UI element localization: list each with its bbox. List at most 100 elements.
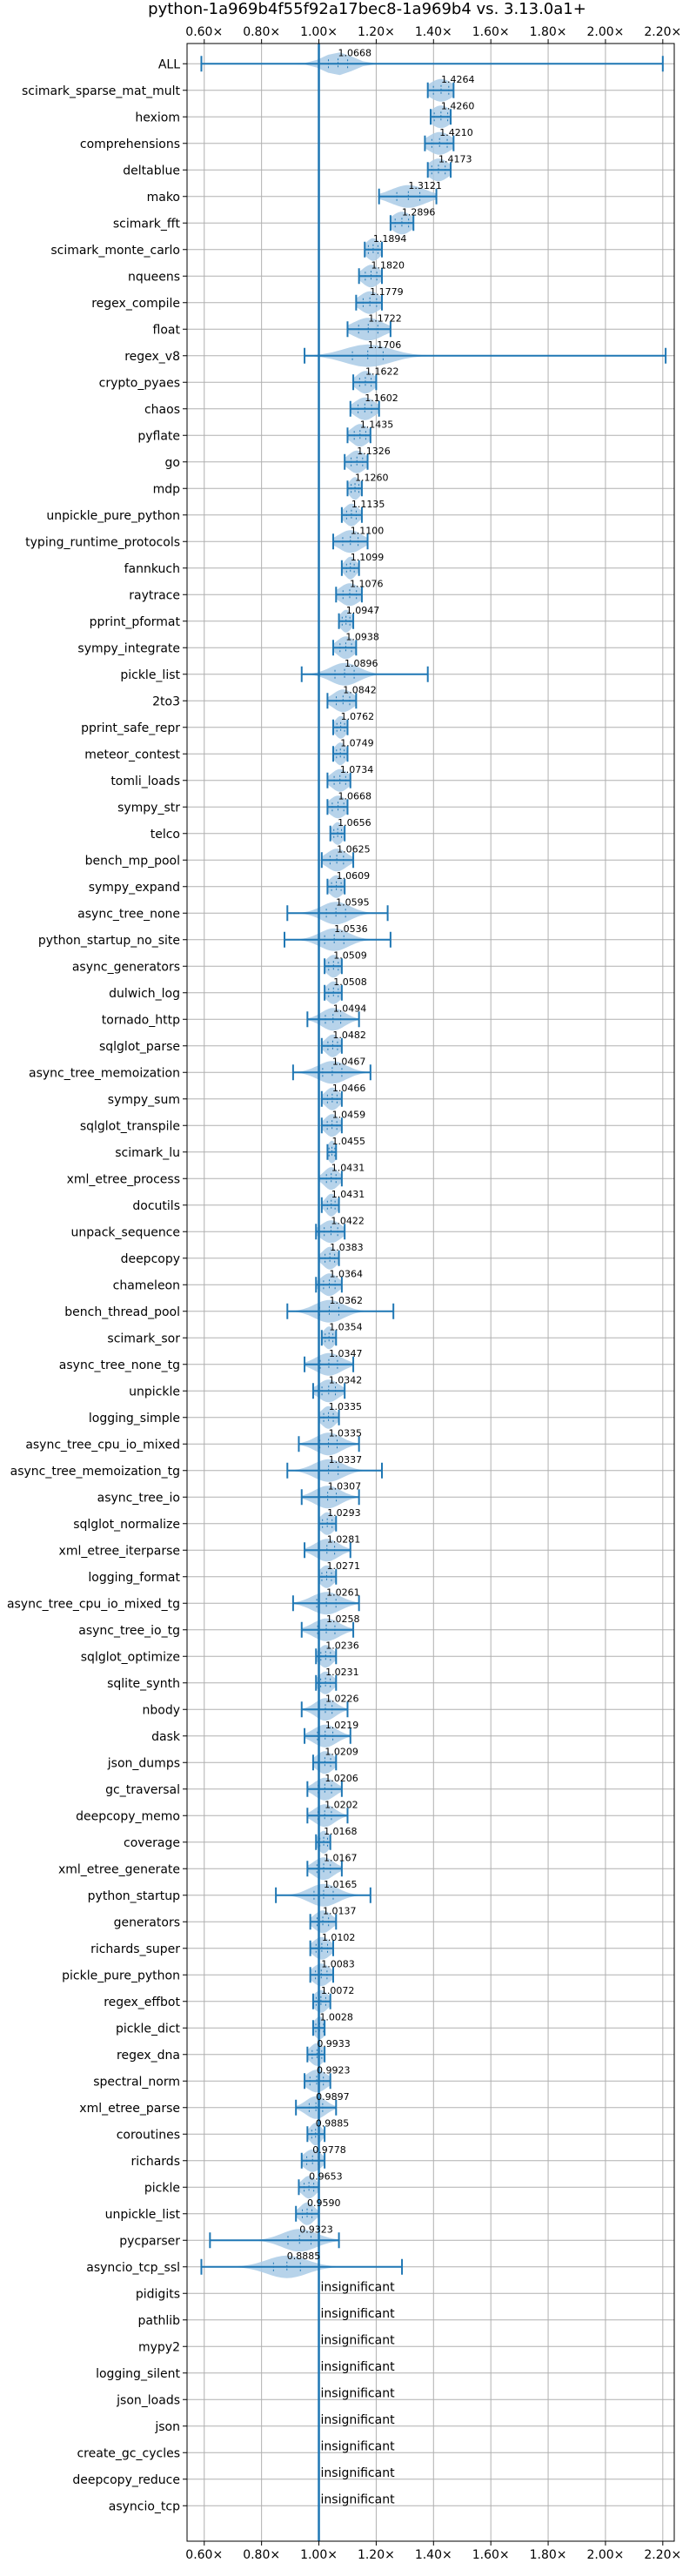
benchmark-name: deepcopy xyxy=(121,1252,180,1266)
value-label: 1.1894 xyxy=(373,233,407,245)
benchmark-name: richards_super xyxy=(90,1942,180,1956)
value-label: 1.1622 xyxy=(365,366,399,377)
value-label: 0.8885 xyxy=(287,2251,321,2262)
value-label: 1.0734 xyxy=(340,764,374,775)
benchmark-name: unpack_sequence xyxy=(71,1225,180,1239)
x-tick-label-bottom: 1.40× xyxy=(415,2548,452,2562)
benchmark-name: sympy_integrate xyxy=(77,641,180,655)
benchmark-name: pickle_dict xyxy=(116,2022,181,2036)
benchmark-name: async_generators xyxy=(72,960,180,974)
value-label: 0.9778 xyxy=(312,2144,346,2156)
benchmark-name: deltablue xyxy=(123,164,180,178)
value-label: 1.0337 xyxy=(329,1454,363,1466)
value-label: 1.4264 xyxy=(441,74,475,85)
benchmark-name: async_tree_memoization_tg xyxy=(10,1465,180,1479)
benchmark-name: xml_etree_iterparse xyxy=(59,1544,180,1558)
value-label: 1.0842 xyxy=(343,684,377,695)
x-tick-label-bottom: 0.80× xyxy=(243,2548,280,2562)
benchmark-name: json_loads xyxy=(116,2393,180,2407)
benchmark-name: logging_silent xyxy=(96,2367,180,2381)
value-label: 1.0625 xyxy=(337,843,371,855)
benchmark-name: pprint_safe_repr xyxy=(81,721,180,735)
value-label: 1.0219 xyxy=(325,1720,359,1731)
value-label: 1.0167 xyxy=(324,1852,358,1863)
value-label: 1.0431 xyxy=(331,1189,365,1200)
x-tick-label-top: 1.40× xyxy=(415,25,452,39)
benchmark-name: scimark_monte_carlo xyxy=(50,244,180,258)
value-label: 1.0028 xyxy=(319,2011,353,2023)
x-tick-label-top: 2.20× xyxy=(644,25,681,39)
value-label: 1.0668 xyxy=(338,790,372,802)
value-label: 1.0459 xyxy=(332,1109,366,1120)
value-label: 1.1076 xyxy=(350,578,384,589)
value-label: 1.0293 xyxy=(327,1507,361,1519)
benchmark-name: float xyxy=(153,323,181,337)
value-label: 0.9933 xyxy=(317,2038,351,2049)
insignificant-label: insignificant xyxy=(321,2333,396,2347)
value-label: 1.0354 xyxy=(329,1321,363,1332)
value-label: 1.0466 xyxy=(332,1083,366,1094)
benchmark-name: sympy_sum xyxy=(108,1093,180,1107)
value-label: 0.9653 xyxy=(309,2170,343,2182)
benchmark-name: sqlglot_optimize xyxy=(81,1650,180,1664)
x-tick-label-top: 1.20× xyxy=(358,25,395,39)
benchmark-name: xml_etree_process xyxy=(67,1172,180,1186)
benchmark-name: asyncio_tcp xyxy=(109,2499,180,2513)
benchmark-name: json xyxy=(154,2420,180,2434)
value-label: 1.0307 xyxy=(328,1480,362,1492)
value-label: 1.0656 xyxy=(338,817,371,828)
benchmark-name: gc_traversal xyxy=(105,1783,180,1797)
benchmark-name: unpickle_pure_python xyxy=(46,509,180,523)
benchmark-name: nqueens xyxy=(128,270,180,284)
value-label: 1.4173 xyxy=(438,153,472,164)
benchmark-name: regex_effbot xyxy=(104,1996,180,2009)
benchmark-name: pickle_list xyxy=(120,668,180,682)
benchmark-name: mdp xyxy=(153,482,181,496)
value-label: 0.9897 xyxy=(316,2091,350,2103)
benchmark-name: coverage xyxy=(124,1836,180,1850)
value-label: 1.0947 xyxy=(346,605,380,616)
x-tick-label-bottom: 2.20× xyxy=(644,2548,681,2562)
x-tick-label-top: 2.00× xyxy=(586,25,624,39)
value-label: 1.0261 xyxy=(326,1587,360,1598)
value-label: 1.1100 xyxy=(351,525,385,536)
value-label: 1.1706 xyxy=(368,339,402,351)
plot-frame xyxy=(186,43,675,2542)
value-label: 1.0281 xyxy=(327,1533,361,1545)
value-label: 1.0102 xyxy=(322,1932,356,1943)
benchmark-name: tornado_http xyxy=(102,1013,180,1027)
value-label: 1.1602 xyxy=(365,392,398,404)
value-label: 0.9323 xyxy=(299,2224,333,2235)
value-label: 1.0206 xyxy=(325,1773,358,1784)
value-label: 1.2896 xyxy=(402,206,436,218)
value-label: 1.1820 xyxy=(371,259,405,271)
value-label: 1.0762 xyxy=(341,711,375,722)
benchmark-name: dask xyxy=(151,1730,181,1744)
value-label: 1.0168 xyxy=(324,1826,358,1837)
benchmark-name: async_tree_io_tg xyxy=(78,1624,180,1638)
value-label: 1.0165 xyxy=(324,1879,358,1890)
benchmark-name: regex_dna xyxy=(117,2049,180,2063)
benchmark-name: xml_etree_generate xyxy=(58,1862,180,1876)
value-label: 1.0494 xyxy=(333,1003,367,1014)
value-label: 1.0083 xyxy=(321,1958,355,1969)
benchmark-name: sqlglot_parse xyxy=(99,1040,180,1054)
label-layer: 1.0668 1.4264 1.4260 1.4210 1.4173 1.3121 1.28… xyxy=(287,47,475,2506)
benchmark-name: deepcopy_reduce xyxy=(72,2473,180,2487)
value-label: 1.0536 xyxy=(334,923,368,935)
value-label: 1.0258 xyxy=(326,1613,360,1625)
benchmark-name: xml_etree_parse xyxy=(79,2102,180,2116)
benchmark-name: coroutines xyxy=(117,2128,180,2142)
x-tick-label-top: 1.80× xyxy=(530,25,567,39)
benchmark-name: pathlib xyxy=(138,2314,181,2328)
benchmark-name: bench_thread_pool xyxy=(64,1305,180,1319)
value-label: 1.1435 xyxy=(360,419,394,430)
benchmark-name: sqlglot_transpile xyxy=(80,1119,180,1133)
benchmark-name: pidigits xyxy=(136,2287,180,2301)
value-label: 1.0072 xyxy=(321,1985,355,1996)
benchmark-name: comprehensions xyxy=(80,138,180,151)
chart-title: python-1a969b4f55f92a17bec8-1a969b4 vs. … xyxy=(148,0,586,18)
benchmark-name: tomli_loads xyxy=(110,775,180,788)
value-label: 1.0482 xyxy=(332,1030,366,1041)
